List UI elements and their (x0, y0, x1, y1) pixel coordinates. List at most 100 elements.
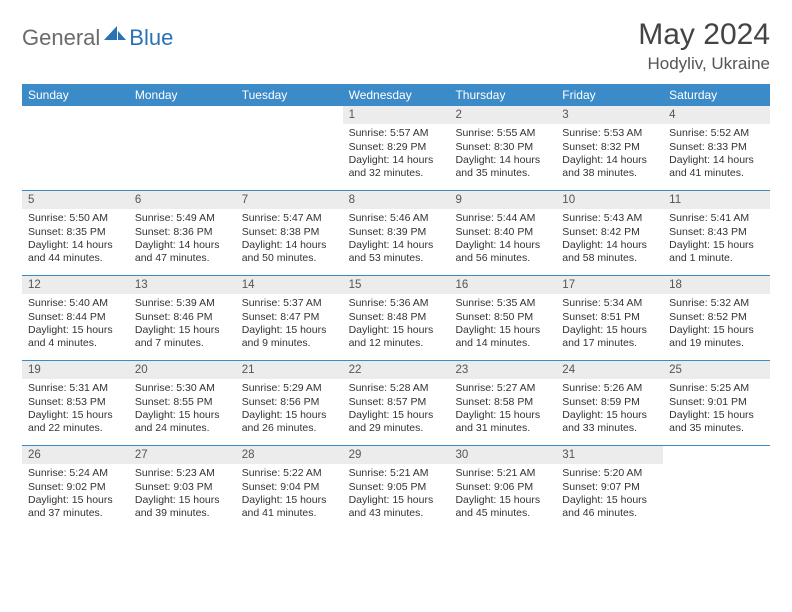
sunrise-text: Sunrise: 5:24 AM (28, 467, 123, 480)
day-details: Sunrise: 5:43 AMSunset: 8:42 PMDaylight:… (556, 209, 663, 269)
daylight-text: Daylight: 15 hours and 41 minutes. (242, 494, 337, 520)
day-number: 1 (343, 106, 450, 124)
day-details: Sunrise: 5:57 AMSunset: 8:29 PMDaylight:… (343, 124, 450, 184)
day-number: 15 (343, 276, 450, 294)
calendar-day-cell: 27Sunrise: 5:23 AMSunset: 9:03 PMDayligh… (129, 446, 236, 530)
calendar-day-cell: 16Sunrise: 5:35 AMSunset: 8:50 PMDayligh… (449, 276, 556, 360)
sunrise-text: Sunrise: 5:53 AM (562, 127, 657, 140)
sunset-text: Sunset: 8:48 PM (349, 311, 444, 324)
daylight-text: Daylight: 15 hours and 37 minutes. (28, 494, 123, 520)
daylight-text: Daylight: 15 hours and 19 minutes. (669, 324, 764, 350)
calendar-grid: Sunday Monday Tuesday Wednesday Thursday… (22, 84, 770, 530)
sunset-text: Sunset: 8:58 PM (455, 396, 550, 409)
brand-logo: General Blue (22, 24, 173, 51)
weekday-header: Tuesday (236, 84, 343, 106)
calendar-day-cell (236, 106, 343, 190)
day-number: 20 (129, 361, 236, 379)
day-details: Sunrise: 5:21 AMSunset: 9:05 PMDaylight:… (343, 464, 450, 524)
day-number: 21 (236, 361, 343, 379)
calendar-day-cell: 5Sunrise: 5:50 AMSunset: 8:35 PMDaylight… (22, 191, 129, 275)
location-label: Hodyliv, Ukraine (638, 54, 770, 74)
calendar-day-cell: 20Sunrise: 5:30 AMSunset: 8:55 PMDayligh… (129, 361, 236, 445)
calendar-day-cell: 7Sunrise: 5:47 AMSunset: 8:38 PMDaylight… (236, 191, 343, 275)
day-number: 14 (236, 276, 343, 294)
sunrise-text: Sunrise: 5:52 AM (669, 127, 764, 140)
calendar-week-row: 1Sunrise: 5:57 AMSunset: 8:29 PMDaylight… (22, 106, 770, 190)
sunrise-text: Sunrise: 5:22 AM (242, 467, 337, 480)
daylight-text: Daylight: 15 hours and 22 minutes. (28, 409, 123, 435)
day-details: Sunrise: 5:29 AMSunset: 8:56 PMDaylight:… (236, 379, 343, 439)
daylight-text: Daylight: 14 hours and 56 minutes. (455, 239, 550, 265)
sunset-text: Sunset: 8:57 PM (349, 396, 444, 409)
daylight-text: Daylight: 15 hours and 1 minute. (669, 239, 764, 265)
calendar-week-row: 19Sunrise: 5:31 AMSunset: 8:53 PMDayligh… (22, 360, 770, 445)
weekday-header: Wednesday (343, 84, 450, 106)
sunrise-text: Sunrise: 5:20 AM (562, 467, 657, 480)
daylight-text: Daylight: 14 hours and 53 minutes. (349, 239, 444, 265)
daylight-text: Daylight: 15 hours and 46 minutes. (562, 494, 657, 520)
daylight-text: Daylight: 14 hours and 44 minutes. (28, 239, 123, 265)
daylight-text: Daylight: 15 hours and 14 minutes. (455, 324, 550, 350)
sunset-text: Sunset: 9:04 PM (242, 481, 337, 494)
day-details: Sunrise: 5:37 AMSunset: 8:47 PMDaylight:… (236, 294, 343, 354)
sunset-text: Sunset: 9:06 PM (455, 481, 550, 494)
sunrise-text: Sunrise: 5:50 AM (28, 212, 123, 225)
sunset-text: Sunset: 8:51 PM (562, 311, 657, 324)
daylight-text: Daylight: 14 hours and 35 minutes. (455, 154, 550, 180)
daylight-text: Daylight: 15 hours and 17 minutes. (562, 324, 657, 350)
calendar-day-cell: 24Sunrise: 5:26 AMSunset: 8:59 PMDayligh… (556, 361, 663, 445)
sunset-text: Sunset: 8:43 PM (669, 226, 764, 239)
calendar-day-cell: 14Sunrise: 5:37 AMSunset: 8:47 PMDayligh… (236, 276, 343, 360)
page-header: General Blue May 2024 Hodyliv, Ukraine (22, 18, 770, 74)
day-number: 6 (129, 191, 236, 209)
day-details: Sunrise: 5:55 AMSunset: 8:30 PMDaylight:… (449, 124, 556, 184)
daylight-text: Daylight: 15 hours and 29 minutes. (349, 409, 444, 435)
sunset-text: Sunset: 8:53 PM (28, 396, 123, 409)
day-number: 19 (22, 361, 129, 379)
sunset-text: Sunset: 8:56 PM (242, 396, 337, 409)
sunset-text: Sunset: 8:50 PM (455, 311, 550, 324)
sunset-text: Sunset: 8:30 PM (455, 141, 550, 154)
weekday-header: Thursday (449, 84, 556, 106)
sunset-text: Sunset: 9:01 PM (669, 396, 764, 409)
day-details: Sunrise: 5:35 AMSunset: 8:50 PMDaylight:… (449, 294, 556, 354)
day-details: Sunrise: 5:26 AMSunset: 8:59 PMDaylight:… (556, 379, 663, 439)
day-number: 11 (663, 191, 770, 209)
sunrise-text: Sunrise: 5:29 AM (242, 382, 337, 395)
calendar-day-cell: 13Sunrise: 5:39 AMSunset: 8:46 PMDayligh… (129, 276, 236, 360)
sunset-text: Sunset: 8:47 PM (242, 311, 337, 324)
day-number: 24 (556, 361, 663, 379)
day-number: 10 (556, 191, 663, 209)
daylight-text: Daylight: 14 hours and 38 minutes. (562, 154, 657, 180)
sunset-text: Sunset: 9:02 PM (28, 481, 123, 494)
sunset-text: Sunset: 8:35 PM (28, 226, 123, 239)
calendar-day-cell: 1Sunrise: 5:57 AMSunset: 8:29 PMDaylight… (343, 106, 450, 190)
day-details: Sunrise: 5:47 AMSunset: 8:38 PMDaylight:… (236, 209, 343, 269)
sunrise-text: Sunrise: 5:39 AM (135, 297, 230, 310)
day-number: 17 (556, 276, 663, 294)
day-details: Sunrise: 5:30 AMSunset: 8:55 PMDaylight:… (129, 379, 236, 439)
daylight-text: Daylight: 15 hours and 33 minutes. (562, 409, 657, 435)
day-number: 7 (236, 191, 343, 209)
sunrise-text: Sunrise: 5:37 AM (242, 297, 337, 310)
day-details: Sunrise: 5:21 AMSunset: 9:06 PMDaylight:… (449, 464, 556, 524)
sunset-text: Sunset: 8:39 PM (349, 226, 444, 239)
sunrise-text: Sunrise: 5:44 AM (455, 212, 550, 225)
sunrise-text: Sunrise: 5:21 AM (455, 467, 550, 480)
day-number: 12 (22, 276, 129, 294)
day-details: Sunrise: 5:44 AMSunset: 8:40 PMDaylight:… (449, 209, 556, 269)
day-details: Sunrise: 5:40 AMSunset: 8:44 PMDaylight:… (22, 294, 129, 354)
day-number: 2 (449, 106, 556, 124)
title-block: May 2024 Hodyliv, Ukraine (638, 18, 770, 74)
daylight-text: Daylight: 15 hours and 9 minutes. (242, 324, 337, 350)
day-number: 25 (663, 361, 770, 379)
sunset-text: Sunset: 8:40 PM (455, 226, 550, 239)
daylight-text: Daylight: 15 hours and 45 minutes. (455, 494, 550, 520)
sunset-text: Sunset: 8:44 PM (28, 311, 123, 324)
daylight-text: Daylight: 14 hours and 58 minutes. (562, 239, 657, 265)
sunrise-text: Sunrise: 5:32 AM (669, 297, 764, 310)
sunrise-text: Sunrise: 5:30 AM (135, 382, 230, 395)
calendar-day-cell: 12Sunrise: 5:40 AMSunset: 8:44 PMDayligh… (22, 276, 129, 360)
weekday-header: Monday (129, 84, 236, 106)
sunrise-text: Sunrise: 5:35 AM (455, 297, 550, 310)
